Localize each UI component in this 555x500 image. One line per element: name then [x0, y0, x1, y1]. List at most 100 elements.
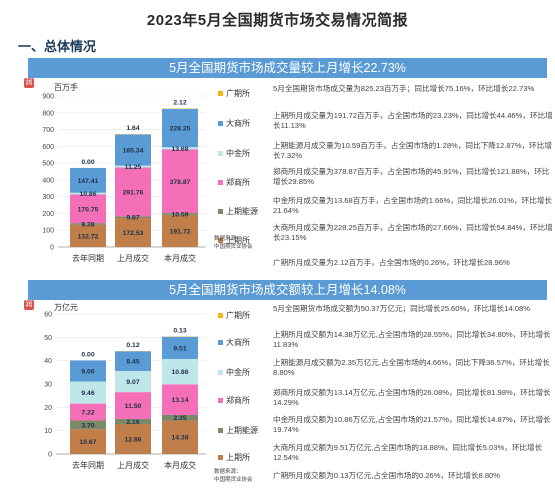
data-label: 10.59	[171, 211, 188, 218]
y-tick-label: 600	[42, 144, 54, 151]
x-tick-label: 上月成交	[117, 253, 149, 263]
y-tick-label: 400	[42, 177, 54, 184]
y-tick-label: 0	[48, 452, 52, 459]
legend-swatch	[218, 121, 223, 127]
data-label: 291.76	[123, 189, 144, 196]
legend-swatch	[218, 370, 223, 376]
report-badge-icon: 润	[24, 78, 34, 88]
legend-item: 上期能源	[218, 206, 258, 217]
description-text: 大商所月成交量为228.25百万手，占全国市场的27.66%，同比增长54.84…	[273, 223, 553, 242]
data-label: 132.72	[78, 233, 99, 240]
volume-banner: 5月全国期货市场成交量较上月增长22.73%	[28, 58, 547, 78]
page-title: 2023年5月全国期货市场交易情况简报	[146, 12, 409, 29]
bar-segment	[162, 384, 198, 415]
data-label: 2.16	[126, 419, 139, 426]
legend-label: 郑商所	[226, 178, 250, 187]
data-label: 2.12	[173, 100, 186, 107]
legend-label: 大商所	[226, 338, 250, 347]
y-tick-label: 200	[42, 211, 54, 218]
data-label: 185.34	[123, 148, 144, 155]
bar-segment	[115, 392, 151, 419]
bar-segment	[162, 414, 198, 421]
legend-swatch	[218, 91, 223, 97]
description-text: 中金所月成交量为13.68百万手，占全国市场的1.66%，同比增长26.01%，…	[273, 196, 552, 215]
data-label: 10.86	[79, 191, 96, 198]
x-tick-label: 去年同期	[72, 460, 104, 470]
legend-label: 上期所	[226, 453, 250, 462]
legend-item: 郑商所	[218, 177, 250, 188]
data-label: 9.87	[126, 215, 139, 222]
source-line: 中国期货业协会	[214, 244, 253, 250]
legend-label: 上期能源	[226, 207, 258, 216]
bar-segment	[162, 336, 198, 359]
data-label: 0.00	[81, 351, 94, 358]
bar-segment	[115, 351, 151, 371]
x-tick-label: 本月成交	[164, 253, 196, 263]
bar-segment	[70, 429, 106, 454]
bar-segment	[162, 420, 198, 454]
bar-segment	[162, 149, 198, 214]
legend-label: 上期能源	[226, 426, 258, 435]
data-label: 13.14	[171, 397, 188, 404]
source-line: 数据来源：	[214, 236, 242, 242]
legend-label: 大商所	[226, 119, 250, 128]
y-tick-label: 60	[44, 312, 52, 319]
section-heading: 一、总体情况	[18, 39, 97, 54]
description-text: 上期所月成交额为14.38万亿元,占全国市场的28.55%，同比增长34.80%…	[273, 330, 551, 349]
legend-label: 广期所	[226, 311, 250, 320]
legend-label: 广期所	[226, 89, 250, 98]
data-label: 8.45	[126, 359, 139, 366]
y-tick-label: 500	[42, 161, 54, 168]
legend-label: 郑商所	[226, 396, 250, 405]
data-label: 170.75	[78, 206, 99, 213]
description-text: 中金所月成交额为10.86万亿元,占全国市场的21.57%，同比增长14.87%…	[273, 415, 551, 434]
y-axis-unit-label: 万亿元	[54, 302, 78, 312]
data-label: 9.51	[173, 345, 186, 352]
legend-swatch	[218, 428, 223, 434]
bar-segment	[162, 108, 198, 148]
data-label: 3.70	[81, 422, 94, 429]
data-label: 0.13	[173, 327, 186, 334]
bar-segment	[115, 134, 151, 166]
bar-segment	[115, 423, 151, 454]
bar-segment	[70, 167, 106, 193]
legend-swatch	[218, 455, 223, 461]
y-tick-label: 0	[50, 245, 54, 252]
legend-swatch	[218, 238, 223, 244]
y-tick-label: 700	[42, 127, 54, 134]
description-text: 5月全国期货市场成交额为50.37万亿元；同比增长25.60%，环比增长14.0…	[273, 304, 530, 313]
data-label: 228.25	[170, 126, 191, 133]
volume-panel: 百万手 0 100 200 300 400 500 600 700 800 900 132.72 9.3…	[28, 80, 552, 280]
legend-label: 中金所	[226, 368, 250, 377]
description-text: 上期能源月成交量为10.59百万手，占全国市场的1.28%，同比下降12.87%…	[273, 141, 552, 160]
data-label: 11.50	[125, 403, 142, 410]
turnover-banner: 5月全国期货市场成交额较上月增长14.08%	[28, 280, 547, 300]
description-text: 郑商所月成交量为378.87百万手，占全国市场的45.91%，同比增长121.8…	[273, 167, 550, 186]
source-label: 数据来源： 中国期货业协会	[214, 235, 253, 251]
bar-segment	[70, 224, 106, 247]
data-label: 378.87	[170, 179, 191, 186]
x-tick-label: 本月成交	[164, 460, 196, 470]
bar-segment	[70, 223, 106, 225]
data-label: 1.64	[126, 125, 139, 132]
turnover-panel: 万亿元 0 10 20 30 40 50 60 10.67 3.70 7.22 9.46 9.06 0.0…	[28, 302, 550, 500]
report-badge-icon: 润	[24, 300, 34, 310]
source-line: 数据来源：	[214, 469, 242, 475]
bar-segment	[115, 418, 151, 424]
legend-item: 中金所	[218, 148, 250, 159]
bar-segment	[70, 192, 106, 195]
bar-segment	[115, 165, 151, 168]
legend-item: 上期所	[218, 452, 250, 463]
bar-segment	[162, 214, 198, 247]
description-text: 广期所月成交额为0.13万亿元,占全国市场的0.26%，环比增长8.80%	[273, 471, 501, 480]
description-text: 广期所月成交量为2.12百万手，占全国市场的0.26%，环比增长28.96%	[273, 258, 510, 267]
data-label: 0.12	[126, 342, 139, 349]
data-label: 172.53	[123, 230, 144, 237]
bar-segment	[70, 420, 106, 430]
volume-chart: 百万手 0 100 200 300 400 500 600 700 800 900 132.72 9.3…	[42, 82, 206, 263]
legend-label: 上期所	[226, 236, 250, 245]
description-text: 上期能源月成交额为2.35万亿元,占全国市场的4.66%，同比下降36.57%，…	[273, 358, 550, 377]
x-tick-label: 去年同期	[72, 253, 104, 263]
legend-item: 大商所	[218, 118, 250, 129]
y-tick-label: 900	[42, 94, 54, 101]
